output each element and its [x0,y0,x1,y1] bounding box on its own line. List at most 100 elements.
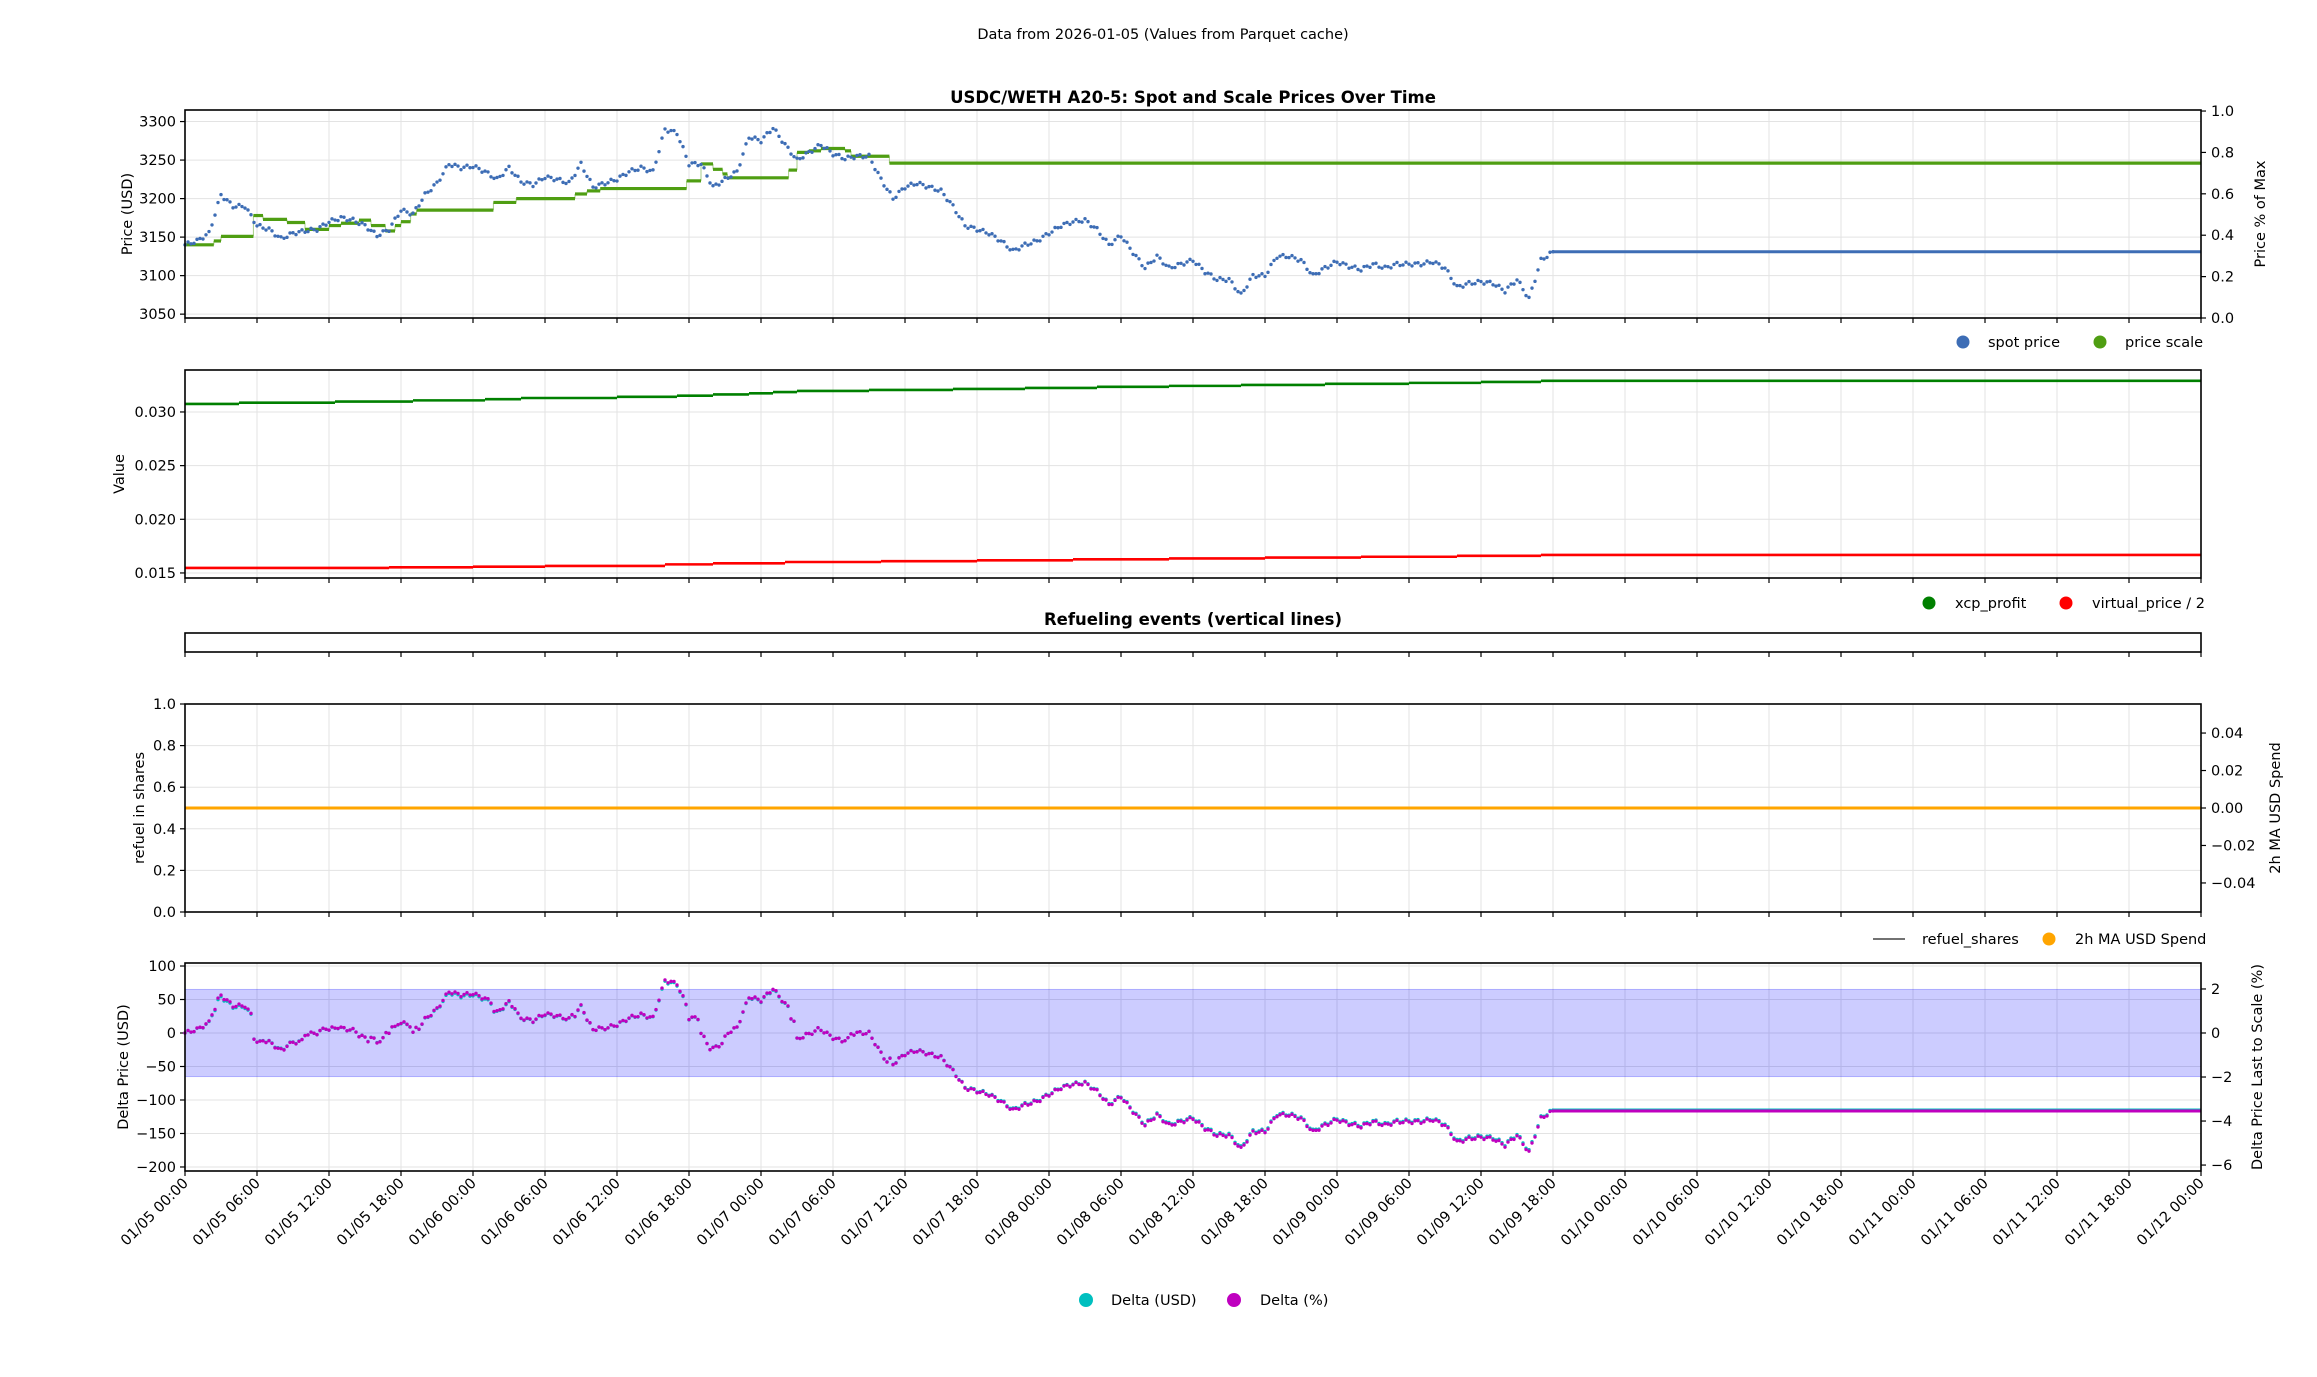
spot-price-point [915,182,919,187]
spot-price-point [1467,279,1471,284]
spot-price-point [405,210,409,214]
spot-price-point [237,202,241,207]
delta-pct-point [606,1026,610,1030]
spot-price-point [1419,264,1423,268]
delta-pct-point [582,1010,586,1015]
delta-pct-point [192,1029,196,1034]
spot-price-point [945,198,949,203]
delta-pct-point [963,1086,967,1090]
delta-pct-point [1302,1118,1306,1123]
delta-band [184,988,2202,1078]
spot-price-point [1098,232,1102,236]
spot-price-point [516,174,520,178]
spot-price-point [225,198,229,202]
delta-pct-point [1347,1123,1351,1128]
spot-price-point [960,217,964,221]
delta-pct-point [720,1041,724,1046]
spot-price-point [921,182,925,187]
spot-price-point [429,189,433,193]
spot-price-point [435,180,439,184]
delta-pct-point [267,1039,271,1043]
delta-pct-point [1380,1123,1384,1128]
delta-pct-point [1479,1135,1483,1139]
x-tick-label: 01/11 00:00 [1846,1176,1920,1250]
spot-price-point [1020,244,1024,248]
spot-price-point [633,168,637,173]
spot-price-point [627,170,631,174]
delta-pct-point [792,1019,796,1023]
delta-pct-point [1440,1123,1444,1128]
delta-pct-point [591,1027,595,1032]
delta-pct-point [1050,1091,1054,1096]
delta-pct-point [1245,1140,1249,1144]
delta-pct-point [864,1031,868,1036]
spot-price-point [399,209,403,213]
y-axis-label: Price (USD) [120,173,136,255]
spot-price-point [411,211,415,215]
spot-price-point [795,156,799,160]
delta-pct-point [297,1039,301,1043]
y-tick-label: 0.030 [134,405,176,421]
spot-price-point [288,231,292,235]
delta-pct-point [819,1028,823,1033]
spot-price-point [1485,280,1489,284]
spot-price-point [969,224,973,229]
delta-pct-point [1488,1135,1492,1139]
y2-tick-label: 0.4 [2211,228,2234,244]
spot-price-point [234,205,238,209]
y-tick-label: 0.015 [134,566,176,582]
y-tick-label: 0.025 [134,459,176,475]
delta-pct-point [300,1037,304,1042]
delta-pct-point [576,1008,580,1012]
y-tick-label: 3200 [139,192,176,208]
spot-price-point [1041,234,1045,238]
spot-price-point [891,197,895,201]
spot-price-point [378,233,382,238]
spot-price-point [561,180,565,185]
spot-price-point [357,222,361,227]
spot-price-point [1287,255,1291,260]
spot-price-point [816,143,820,147]
spot-price-point [1158,256,1162,260]
delta-pct-point [1137,1115,1141,1119]
spot-price-point [1005,245,1009,249]
delta-pct-point [330,1025,334,1029]
spot-price-point [1473,282,1477,286]
spot-price-point [1476,278,1480,283]
delta-pct-point [399,1021,403,1026]
delta-pct-point [645,1016,649,1020]
delta-pct-point [324,1027,328,1031]
legend-marker-usd-spend [2042,932,2056,946]
y2-tick-label: −0.04 [2211,876,2255,892]
delta-pct-point [657,998,661,1002]
spot-price-point [762,135,766,139]
spot-price-point [1245,285,1249,289]
spot-price-point [1029,242,1033,246]
delta-pct-point [1467,1135,1471,1139]
delta-pct-point [1230,1135,1234,1140]
delta-pct-point [714,1044,718,1048]
delta-pct-point [615,1024,619,1028]
spot-price-point [1251,272,1255,277]
delta-pct-point [1452,1137,1456,1141]
spot-price-point [1524,293,1528,298]
spot-price-point [1014,247,1018,251]
spot-price-point [1008,248,1012,252]
spot-price-point [510,171,514,175]
delta-pct-point [528,1017,532,1021]
delta-pct-point [390,1025,394,1029]
delta-pct-point [759,1000,763,1004]
spot-price-point [663,127,667,131]
delta-pct-point [435,1006,439,1010]
spot-price-point [543,176,547,181]
spot-price-point [867,152,871,157]
delta-pct-point [1221,1133,1225,1138]
spot-price-point [501,173,505,178]
delta-pct-point [546,1011,550,1015]
delta-pct-point [303,1033,307,1038]
delta-pct-point [945,1064,949,1068]
delta-pct-point [501,1007,505,1011]
delta-pct-point [195,1026,199,1030]
spot-price-point [585,174,589,179]
delta-pct-point [456,991,460,996]
